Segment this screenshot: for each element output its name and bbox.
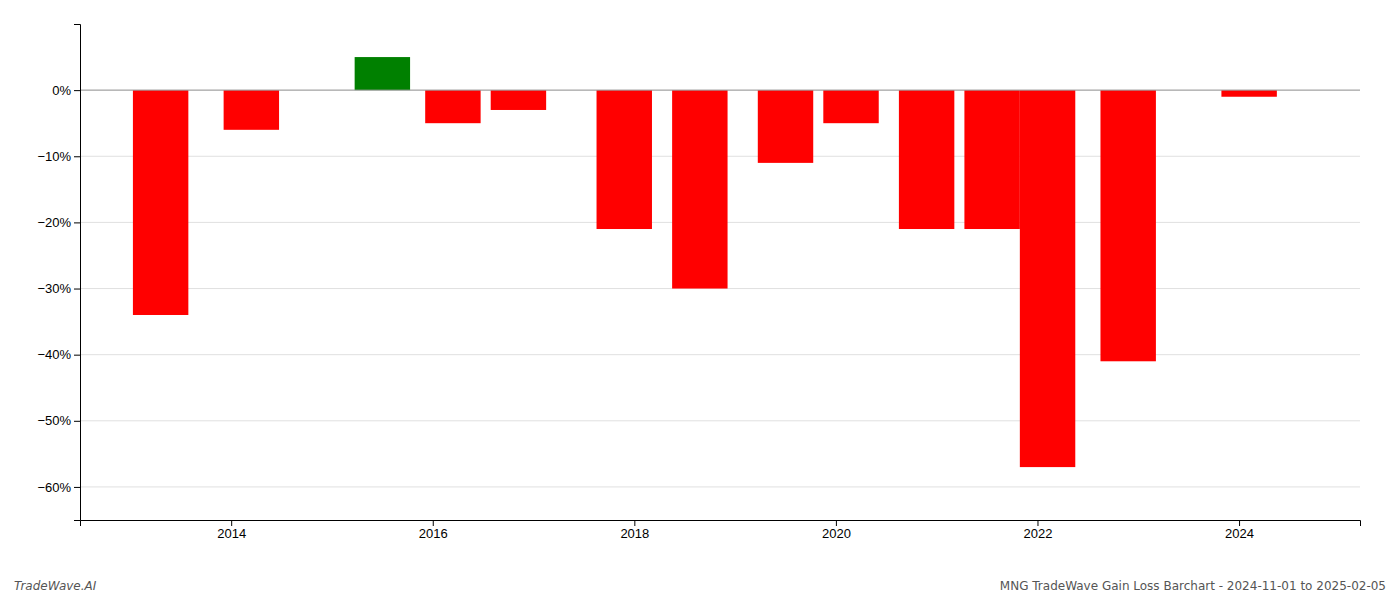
- grid: [80, 90, 1360, 487]
- grid-line: [80, 486, 1360, 487]
- x-axis-line: [81, 521, 1361, 527]
- y-tick-mark: [74, 487, 80, 488]
- y-tick-mark: [74, 90, 80, 91]
- y-tick: −60%: [37, 480, 80, 495]
- grid-line: [80, 354, 1360, 355]
- y-tick-mark: [74, 355, 80, 356]
- bar: [425, 90, 480, 123]
- x-tick-mark: [836, 520, 837, 526]
- y-tick-mark: [74, 222, 80, 223]
- y-tick-mark: [74, 421, 80, 422]
- x-tick: 2014: [217, 520, 246, 541]
- plot: 0%−10%−20%−30%−40%−50%−60%20142016201820…: [37, 25, 1360, 542]
- bars: [133, 57, 1277, 467]
- y-axis-line: [74, 25, 81, 521]
- bar: [224, 90, 279, 130]
- x-tick-mark: [634, 520, 635, 526]
- bar: [823, 90, 878, 123]
- bar: [133, 90, 188, 315]
- grid-line: [80, 420, 1360, 421]
- chart: 0%−10%−20%−30%−40%−50%−60%20142016201820…: [0, 0, 1400, 600]
- x-tick-label: 2018: [620, 526, 649, 541]
- x-tick-label: 2014: [217, 526, 246, 541]
- y-tick: −20%: [37, 215, 80, 230]
- y-tick: −40%: [37, 347, 80, 362]
- y-tick-label: −60%: [37, 480, 71, 495]
- x-axis: 2014 2016 2018 2020 2022 2024: [81, 520, 1361, 541]
- x-tick: 2022: [1024, 520, 1053, 541]
- y-axis: 0% −10% −20% −30% −40% −50% −60%: [37, 25, 80, 521]
- y-tick-mark: [74, 289, 80, 290]
- x-tick-label: 2020: [822, 526, 851, 541]
- x-tick-mark: [1037, 520, 1038, 526]
- bar: [964, 90, 1019, 229]
- bar: [1020, 90, 1075, 467]
- y-tick: −30%: [37, 281, 80, 296]
- y-tick: −10%: [37, 149, 80, 164]
- bar: [491, 90, 546, 110]
- bar: [355, 57, 410, 90]
- y-tick-label: −20%: [37, 215, 71, 230]
- x-tick-label: 2022: [1024, 526, 1053, 541]
- bar: [899, 90, 954, 229]
- bar: [597, 90, 652, 229]
- zero-line: [80, 90, 1360, 91]
- bar: [758, 90, 813, 163]
- x-tick: 2020: [822, 520, 851, 541]
- x-tick-label: 2024: [1225, 526, 1254, 541]
- bar: [672, 90, 727, 288]
- x-tick: 2016: [419, 520, 448, 541]
- y-tick: −50%: [37, 413, 80, 428]
- x-tick-mark: [231, 520, 232, 526]
- footer-right: MNG TradeWave Gain Loss Barchart - 2024-…: [1000, 579, 1386, 593]
- y-tick-label: −30%: [37, 281, 71, 296]
- y-tick-label: −10%: [37, 149, 71, 164]
- footer-left: TradeWave.AI: [14, 579, 97, 593]
- y-tick-label: 0%: [52, 83, 71, 98]
- x-tick: 2018: [620, 520, 649, 541]
- bar: [1100, 90, 1155, 361]
- y-tick: 0%: [52, 83, 80, 98]
- grid-line: [80, 90, 1360, 91]
- y-tick-label: −40%: [37, 347, 71, 362]
- x-tick-mark: [1239, 520, 1240, 526]
- x-tick-label: 2016: [419, 526, 448, 541]
- x-tick-mark: [433, 520, 434, 526]
- y-tick-label: −50%: [37, 413, 71, 428]
- y-tick-mark: [74, 156, 80, 157]
- x-tick: 2024: [1225, 520, 1254, 541]
- bar: [1221, 90, 1276, 97]
